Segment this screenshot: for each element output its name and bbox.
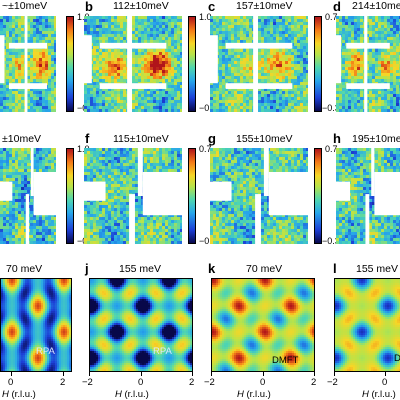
panel-a-cb-max: 1.0 <box>77 12 90 22</box>
panel-l-xlabel-h: H <box>362 389 369 400</box>
panel-c-map <box>210 16 308 112</box>
panel-i-xlabel-unit: (r.l.u.) <box>8 389 36 400</box>
panel-j-xlabel-h: H <box>115 389 122 400</box>
panel-l-tickmark-m2 <box>334 372 335 376</box>
panel-h-heatmap <box>336 148 400 244</box>
panel-l-title: 155 meV <box>356 263 399 275</box>
panel-g-letter: g <box>208 131 216 146</box>
panel-d-heatmap <box>336 16 400 112</box>
panel-f-map <box>84 148 182 244</box>
panel-f-heatmap <box>84 148 182 244</box>
panel-d-map <box>336 16 400 112</box>
panel-j-heatmap <box>90 279 192 371</box>
panel-f-cb-min: −0.3 <box>199 236 217 246</box>
panel-f-title: 115±10meV <box>113 133 169 145</box>
panel-l-letter: l <box>333 261 337 276</box>
panel-b-cb-min: −0.3 <box>199 103 217 113</box>
panel-e-title: ±10meV <box>2 133 42 145</box>
panel-i-xlabel: H (r.l.u.) <box>2 390 36 400</box>
panel-l-tick-0: 0 <box>382 377 388 388</box>
panel-e-map <box>0 148 56 244</box>
panel-l-heatmap <box>335 279 400 371</box>
panel-i-xlabel-h: H <box>2 389 9 400</box>
panel-b-title: 112±10meV <box>113 0 169 12</box>
panel-i-tickmark-0 <box>11 372 12 376</box>
panel-a-heatmap <box>0 16 56 112</box>
panel-k-tickmark-2 <box>314 372 315 376</box>
panel-g-cb-max: 0.7 <box>325 144 338 154</box>
panel-g-cb-min: −0.3 <box>322 236 340 246</box>
panel-e-cb-max: 1.0 <box>77 144 90 154</box>
panel-b-heatmap <box>84 16 182 112</box>
panel-j-tick-2: 2 <box>189 377 195 388</box>
panel-h-map <box>336 148 400 244</box>
panel-l-xlabel-unit: (r.l.u.) <box>368 389 396 400</box>
panel-b-letter: b <box>85 0 93 14</box>
panel-k-letter: k <box>208 261 216 276</box>
panel-k-title: 70 meV <box>246 263 283 275</box>
panel-e-colorbar <box>66 148 74 244</box>
panel-l-tickmark-0 <box>385 372 386 376</box>
panel-k-xlabel-unit: (r.l.u.) <box>243 389 271 400</box>
panel-a-title: ~±10meV <box>2 0 48 12</box>
panel-l-map <box>334 278 400 372</box>
panel-i-tickmark-2 <box>63 372 64 376</box>
panel-j-map <box>89 278 193 372</box>
panel-d-title: 214±10meV <box>352 0 400 12</box>
panel-e-heatmap <box>0 148 56 244</box>
panel-j-model: RPA <box>153 346 172 357</box>
panel-b-map <box>84 16 182 112</box>
panel-f-cb-max: 0.7 <box>199 144 212 154</box>
panel-j-tickmark-m2 <box>89 372 90 376</box>
panel-k-tickmark-m2 <box>211 372 212 376</box>
panel-j-tick-m2: −2 <box>82 377 93 388</box>
panel-c-heatmap <box>210 16 308 112</box>
panel-b-colorbar <box>188 16 196 112</box>
panel-j-tickmark-0 <box>141 372 142 376</box>
panel-c-cb-max: 0.7 <box>325 12 338 22</box>
panel-b-cb-max: 1.0 <box>199 12 212 22</box>
panel-k-tickmark-0 <box>263 372 264 376</box>
panel-i-tick-0: 0 <box>8 377 14 388</box>
panel-i-heatmap <box>1 279 71 371</box>
panel-f-letter: f <box>85 131 90 146</box>
panel-j-xlabel-unit: (r.l.u.) <box>121 389 149 400</box>
panel-k-model: DMFT <box>272 355 299 366</box>
panel-a-map <box>0 16 56 112</box>
panel-k-tick-0: 0 <box>260 377 266 388</box>
panel-g-map <box>210 148 308 244</box>
panel-j-tick-0: 0 <box>138 377 144 388</box>
panel-c-cb-min: −0.3 <box>322 103 340 113</box>
panel-k-heatmap <box>212 279 314 371</box>
panel-f-colorbar <box>188 148 196 244</box>
panel-h-title: 195±10meV <box>352 133 400 145</box>
panel-k-tick-m2: −2 <box>204 377 215 388</box>
panel-j-xlabel: H (r.l.u.) <box>115 390 149 400</box>
panel-k-tick-2: 2 <box>311 377 317 388</box>
panel-k-xlabel-h: H <box>237 389 244 400</box>
panel-k-map <box>211 278 315 372</box>
panel-g-title: 155±10meV <box>236 133 293 145</box>
panel-l-tick-m2: −2 <box>327 377 338 388</box>
panel-j-title: 155 meV <box>119 263 162 275</box>
panel-j-letter: j <box>85 261 89 276</box>
panel-g-heatmap <box>210 148 308 244</box>
panel-c-letter: c <box>208 0 216 14</box>
panel-c-title: 157±10meV <box>236 0 293 12</box>
panel-l-model: D <box>394 353 400 364</box>
panel-j-tickmark-2 <box>192 372 193 376</box>
panel-i-model: RPA <box>36 346 55 357</box>
panel-g-colorbar <box>314 148 322 244</box>
panel-i-title: 70 meV <box>6 263 43 275</box>
panel-d-letter: d <box>333 0 341 14</box>
panel-i-map <box>0 278 72 372</box>
panel-i-tick-2: 2 <box>60 377 66 388</box>
panel-a-colorbar <box>66 16 74 112</box>
panel-k-xlabel: H (r.l.u.) <box>237 390 271 400</box>
panel-l-xlabel: H (r.l.u.) <box>362 390 396 400</box>
panel-c-colorbar <box>314 16 322 112</box>
panel-h-letter: h <box>333 131 341 146</box>
